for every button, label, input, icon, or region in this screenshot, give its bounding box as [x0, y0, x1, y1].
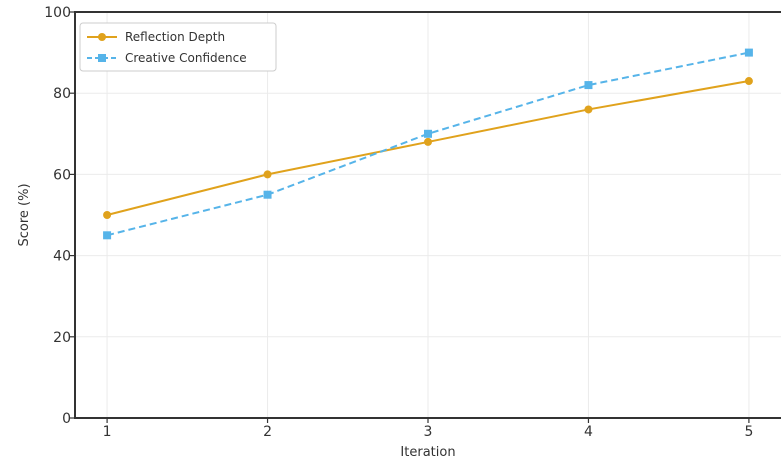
legend-box: [79, 22, 277, 72]
legend-marker-reflection-depth: [98, 33, 106, 41]
data-point-reflection-depth-3: [424, 137, 432, 146]
y-tick-label-40: 40: [53, 249, 71, 265]
data-point-reflection-depth-5: [744, 77, 753, 86]
y-tick-label-100: 100: [44, 5, 71, 21]
plot-area-frame: [74, 11, 781, 419]
legend-label-reflection-depth: Reflection Depth: [125, 30, 225, 44]
y-tick-label-60: 60: [53, 167, 71, 183]
legend-marker-creative-confidence: [98, 54, 106, 62]
y-tick-label-0: 0: [62, 411, 71, 427]
data-point-creative-confidence-3: [424, 129, 432, 138]
x-tick-label-4: 4: [584, 424, 593, 440]
y-tick-label-80: 80: [53, 86, 71, 102]
data-point-reflection-depth-4: [584, 105, 593, 114]
legend: Reflection Depth Creative Confidence: [79, 22, 277, 72]
data-point-reflection-depth-1: [103, 211, 112, 219]
x-tick-label-3: 3: [424, 424, 433, 440]
x-tick-label-2: 2: [263, 424, 272, 440]
x-tick-label-1: 1: [103, 424, 112, 440]
x-tick-label-5: 5: [744, 424, 753, 440]
data-point-creative-confidence-1: [103, 231, 112, 240]
y-tick-label-20: 20: [53, 330, 71, 346]
legend-item-creative-confidence: Creative Confidence: [87, 51, 247, 65]
data-point-creative-confidence-2: [263, 190, 272, 199]
series-reflection-depth: [103, 77, 753, 219]
legend-label-creative-confidence: Creative Confidence: [125, 51, 247, 65]
grid-lines: [75, 11, 781, 419]
y-axis-label: Score (%): [17, 183, 32, 246]
series-creative-confidence: [103, 48, 753, 240]
data-point-creative-confidence-5: [744, 48, 753, 57]
series-group: [103, 48, 753, 240]
legend-item-reflection-depth: Reflection Depth: [87, 30, 225, 44]
data-point-creative-confidence-4: [584, 81, 593, 90]
axis-ticks: 1 2 3 4 5 0 20 40 60 80 100: [44, 5, 753, 440]
series-line-creative-confidence: [106, 51, 750, 237]
x-axis-label: Iteration: [400, 445, 455, 458]
data-point-reflection-depth-2: [263, 170, 272, 179]
